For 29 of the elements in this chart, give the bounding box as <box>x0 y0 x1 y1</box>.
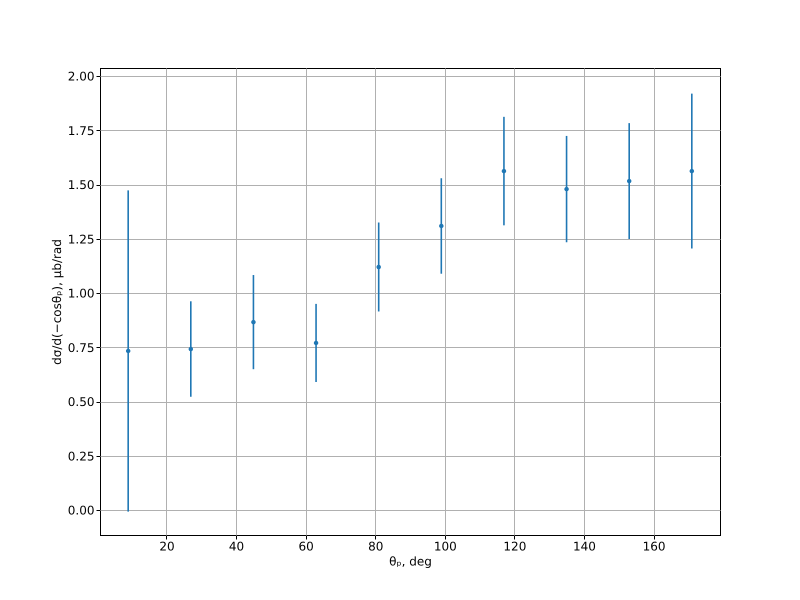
x-tick-label: 120 <box>503 540 526 554</box>
point <box>626 178 632 184</box>
point <box>376 264 381 270</box>
point <box>564 186 569 192</box>
x-tick-label: 40 <box>228 540 244 554</box>
point <box>251 320 256 324</box>
y-tick-label: 0.50 <box>68 395 94 410</box>
x-tick-label: 20 <box>159 540 175 554</box>
y-tick-label: 1.50 <box>68 178 94 192</box>
y-tick-label: 1.75 <box>68 124 94 138</box>
point <box>439 224 444 228</box>
y-axis-title: dσ/d(−cosθₚ), μb/rad <box>50 239 64 365</box>
x-tick-label: 160 <box>642 540 666 554</box>
x-tick-label: 60 <box>298 540 314 554</box>
point <box>690 168 694 174</box>
y-tick-label: 0.75 <box>68 340 94 355</box>
y-tick-label: 1.25 <box>68 232 94 246</box>
point <box>314 340 318 346</box>
point <box>188 346 194 352</box>
point <box>126 348 130 354</box>
x-tick-label: 140 <box>573 540 596 554</box>
point <box>502 168 506 174</box>
x-tick-label: 80 <box>368 540 384 554</box>
y-tick-label: 0.00 <box>68 504 94 518</box>
x-tick-label: 100 <box>434 540 457 554</box>
y-tick-label: 1.00 <box>68 286 94 301</box>
y-tick-label: 0.25 <box>68 449 94 464</box>
y-tick-label: 2.00 <box>68 70 94 84</box>
x-axis-title: θₚ, deg <box>389 554 432 568</box>
